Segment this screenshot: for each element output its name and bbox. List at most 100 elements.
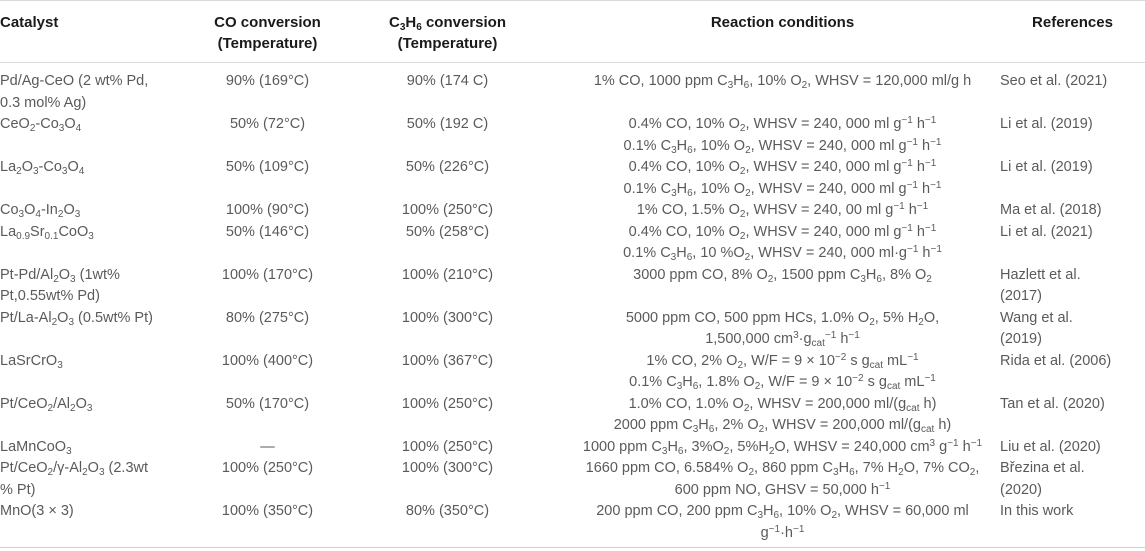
cell-line: 2000 ppm C3H6, 2% O2, WHSV = 200,000 ml/… bbox=[613, 417, 952, 435]
table-body: Pd/Ag-CeO (2 wt% Pd, 0.3 mol% Ag) 90% (169… bbox=[0, 63, 1145, 548]
cell-line: MnO(3 × 3) bbox=[0, 503, 74, 519]
conditions-cell: 3000 ppm CO, 8% O2, 1500 ppm C3H6, 8% O2 bbox=[565, 265, 1000, 308]
cell-line: g−1·h−1 bbox=[760, 523, 805, 541]
c3h6-conversion-cell: 100% (300°C) bbox=[330, 308, 565, 351]
cell-line: CeO2-Co3O4 bbox=[0, 116, 82, 134]
cell-line: La2O3-Co3O4 bbox=[0, 159, 85, 177]
cell-line: (2017) bbox=[1000, 288, 1042, 304]
co-conversion-cell: 100% (350°C) bbox=[205, 501, 330, 548]
c3h6-conversion-cell: 50% (258°C) bbox=[330, 222, 565, 265]
c3h6-conversion-cell: 100% (250°C) bbox=[330, 200, 565, 222]
cell-line: 100% (300°C) bbox=[401, 460, 494, 476]
cell-line: Co3O4-In2O3 bbox=[0, 202, 81, 220]
cell-line: Rida et al. (2006) bbox=[1000, 352, 1112, 369]
cell-line: 50% (226°C) bbox=[405, 159, 490, 175]
cell-line: 90% (174 C) bbox=[406, 73, 489, 89]
header-label-line: (Temperature) bbox=[217, 35, 318, 52]
header-co_conversion: CO conversion (Temperature) bbox=[205, 0, 330, 63]
reference-cell: Li et al. (2019) bbox=[1000, 157, 1145, 200]
header-conditions: Reaction conditions bbox=[565, 0, 1000, 63]
reference-cell: Liu et al. (2020) bbox=[1000, 437, 1145, 459]
header-label-line: References bbox=[1032, 14, 1113, 31]
table-row: Pt/La-Al2O3 (0.5wt% Pt) 80% (275°C) 100% (… bbox=[0, 308, 1145, 351]
co-conversion-cell: 80% (275°C) bbox=[205, 308, 330, 351]
reference-cell: Li et al. (2019) bbox=[1000, 114, 1145, 157]
cell-line: 1,500,000 cm3·gcat−1 h−1 bbox=[705, 330, 860, 349]
header-label-line: (Temperature) bbox=[397, 35, 498, 52]
cell-line: 0.4% CO, 10% O2, WHSV = 240, 000 ml g−1 … bbox=[628, 222, 937, 242]
catalyst-cell: La2O3-Co3O4 bbox=[0, 157, 205, 200]
co-conversion-cell: 100% (90°C) bbox=[205, 200, 330, 222]
cell-line: (2020) bbox=[1000, 481, 1042, 498]
header-references: References bbox=[1000, 0, 1145, 63]
cell-line: 50% (72°C) bbox=[229, 116, 306, 132]
cell-line: 5000 ppm CO, 500 ppm HCs, 1.0% O2, 5% H2… bbox=[625, 309, 940, 328]
table-row: MnO(3 × 3) 100% (350°C) 80% (350°C) 200 ppm… bbox=[0, 501, 1145, 548]
conditions-cell: 1% CO, 1.5% O2, WHSV = 240, 00 ml g−1 h−… bbox=[565, 200, 1000, 222]
cell-line: Pt/CeO2/γ-Al2O3 (2.3wt bbox=[0, 460, 149, 478]
cell-line: 100% (250°C) bbox=[401, 202, 494, 218]
cell-line: Pt/La-Al2O3 (0.5wt% Pt) bbox=[0, 309, 153, 328]
co-conversion-cell: 50% (170°C) bbox=[205, 394, 330, 437]
table-header: Catalyst CO conversion (Temperature) C3H6 c… bbox=[0, 0, 1145, 63]
header-label-line: Reaction conditions bbox=[710, 14, 855, 31]
table-row: Pt-Pd/Al2O3 (1wt% Pt,0.55wt% Pd) 100% (170… bbox=[0, 265, 1145, 308]
cell-line: LaMnCoO3 bbox=[0, 438, 72, 457]
catalyst-cell: Co3O4-In2O3 bbox=[0, 200, 205, 222]
cell-line: Ma et al. (2018) bbox=[1000, 202, 1102, 218]
c3h6-conversion-cell: 90% (174 C) bbox=[330, 63, 565, 115]
table-row: Pt/CeO2/Al2O3 50% (170°C) 100% (250°C) 1.0%… bbox=[0, 394, 1145, 437]
conditions-cell: 200 ppm CO, 200 ppm C3H6, 10% O2, WHSV =… bbox=[565, 501, 1000, 548]
conditions-cell: 0.4% CO, 10% O2, WHSV = 240, 000 ml g−1 … bbox=[565, 114, 1000, 157]
cell-line: 50% (109°C) bbox=[225, 159, 310, 175]
cell-line: 200 ppm CO, 200 ppm C3H6, 10% O2, WHSV =… bbox=[596, 503, 969, 521]
cell-line: 50% (258°C) bbox=[405, 223, 490, 240]
header-row: Catalyst CO conversion (Temperature) C3H6 c… bbox=[0, 0, 1145, 63]
cell-line: LaSrCrO3 bbox=[0, 352, 63, 371]
table-row: LaSrCrO3 100% (400°C) 100% (367°C) 1% CO, 2… bbox=[0, 351, 1145, 394]
reference-cell: Hazlett et al. (2017) bbox=[1000, 265, 1145, 308]
cell-line: Tan et al. (2020) bbox=[1000, 395, 1105, 412]
reference-cell: In this work bbox=[1000, 501, 1145, 548]
cell-line: Pt-Pd/Al2O3 (1wt% bbox=[0, 266, 120, 285]
table-row: La2O3-Co3O4 50% (109°C) 50% (226°C) 0.4% CO… bbox=[0, 157, 1145, 200]
c3h6-conversion-cell: 100% (250°C) bbox=[330, 394, 565, 437]
cell-line: 100% (350°C) bbox=[221, 503, 314, 519]
cell-line: 0.3 mol% Ag) bbox=[0, 94, 87, 111]
conditions-cell: 0.4% CO, 10% O2, WHSV = 240, 000 ml g−1 … bbox=[565, 157, 1000, 200]
reference-cell: Rida et al. (2006) bbox=[1000, 351, 1145, 394]
catalyst-cell: La0.9Sr0.1CoO3 bbox=[0, 222, 205, 265]
co-conversion-cell: 50% (146°C) bbox=[205, 222, 330, 265]
cell-line: 3000 ppm CO, 8% O2, 1500 ppm C3H6, 8% O2 bbox=[633, 266, 932, 285]
reference-cell: Wang et al. (2019) bbox=[1000, 308, 1145, 351]
catalyst-cell: MnO(3 × 3) bbox=[0, 501, 205, 548]
conditions-cell: 1.0% CO, 1.0% O2, WHSV = 200,000 ml/(gca… bbox=[565, 394, 1000, 437]
table-row: LaMnCoO3 — 100% (250°C) 1000 ppm C3H6, 3%O2… bbox=[0, 437, 1145, 459]
cell-line: 0.1% C3H6, 10% O2, WHSV = 240, 000 ml g−… bbox=[623, 179, 942, 199]
c3h6-conversion-cell: 100% (367°C) bbox=[330, 351, 565, 394]
conditions-cell: 1% CO, 1000 ppm C3H6, 10% O2, WHSV = 120… bbox=[565, 63, 1000, 115]
co-conversion-cell: — bbox=[205, 437, 330, 459]
table-row: La0.9Sr0.1CoO3 50% (146°C) 50% (258°C) 0.4%… bbox=[0, 222, 1145, 265]
co-conversion-cell: 50% (109°C) bbox=[205, 157, 330, 200]
catalyst-cell: Pt-Pd/Al2O3 (1wt% Pt,0.55wt% Pd) bbox=[0, 265, 205, 308]
cell-line: — bbox=[260, 438, 275, 455]
cell-line: 80% (350°C) bbox=[405, 503, 490, 519]
cell-line: 100% (250°C) bbox=[221, 460, 314, 476]
conditions-cell: 1000 ppm C3H6, 3%O2, 5%H2O, WHSV = 240,0… bbox=[565, 437, 1000, 459]
co-conversion-cell: 100% (250°C) bbox=[205, 458, 330, 501]
cell-line: 1% CO, 1.5% O2, WHSV = 240, 00 ml g−1 h−… bbox=[636, 201, 929, 220]
cell-line: Li et al. (2019) bbox=[1000, 159, 1093, 175]
cell-line: Pd/Ag-CeO (2 wt% Pd, bbox=[0, 73, 149, 89]
cell-line: 1% CO, 2% O2, W/F = 9 × 10−2 s gcat mL−1 bbox=[646, 351, 919, 371]
cell-line: 0.4% CO, 10% O2, WHSV = 240, 000 ml g−1 … bbox=[628, 115, 937, 134]
cell-line: Li et al. (2021) bbox=[1000, 223, 1093, 240]
cell-line: 100% (367°C) bbox=[401, 352, 494, 369]
cell-line: 0.1% C3H6, 10 %O2, WHSV = 240, 000 ml·g−… bbox=[623, 244, 942, 263]
reference-cell: Tan et al. (2020) bbox=[1000, 394, 1145, 437]
cell-line: 100% (300°C) bbox=[401, 309, 494, 326]
cell-line: % Pt) bbox=[0, 481, 36, 498]
cell-line: 0.1% C3H6, 10% O2, WHSV = 240, 000 ml g−… bbox=[623, 136, 942, 156]
